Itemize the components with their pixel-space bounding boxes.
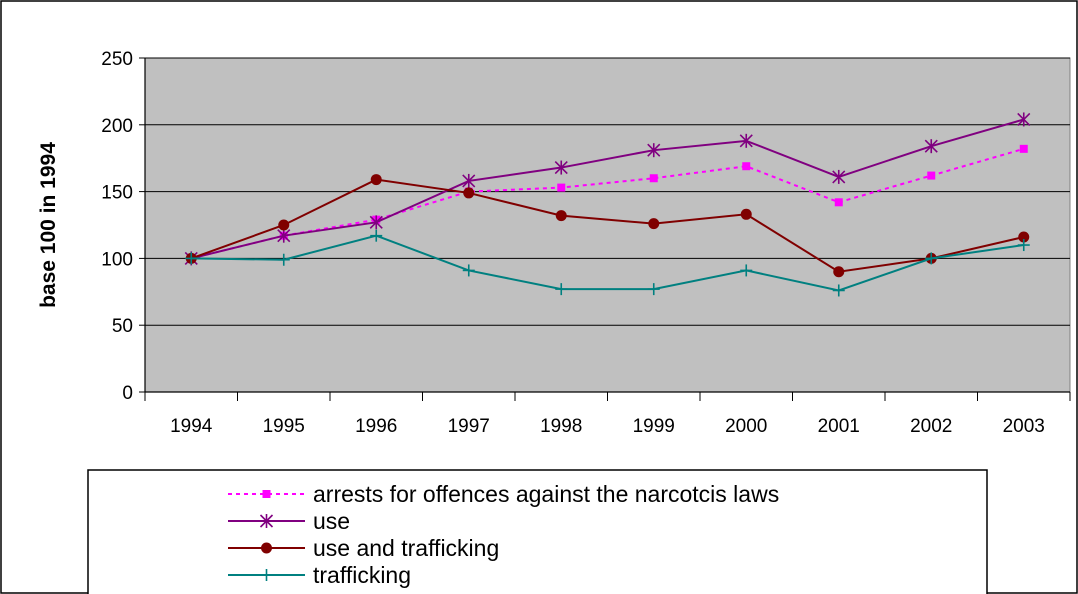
data-point: [463, 187, 475, 199]
legend-item: trafficking: [228, 562, 411, 588]
data-point: [278, 219, 290, 231]
legend-swatch-marker: [261, 542, 272, 554]
data-point: [927, 171, 936, 180]
y-tick-label: 250: [101, 49, 133, 70]
data-point: [1019, 144, 1028, 153]
data-point: [554, 160, 568, 175]
y-tick-label: 50: [112, 316, 133, 337]
y-axis-ticks: 0 50 100 150 200 250: [101, 49, 145, 404]
x-tick-label: 1994: [170, 416, 213, 437]
data-point: [370, 174, 382, 186]
x-axis-ticks: 1994 1995 1996 1997 1998 1999 2000 2001 2002 2003: [144, 392, 1071, 437]
data-point: [925, 252, 938, 265]
y-tick-label: 150: [101, 183, 133, 204]
data-point: [185, 252, 198, 265]
data-point: [369, 215, 383, 230]
series-4: [185, 229, 1030, 297]
data-point: [555, 210, 567, 222]
data-point: [740, 208, 752, 220]
data-point: [277, 253, 290, 266]
y-tick-label: 200: [101, 116, 133, 137]
plot-area: [144, 57, 1071, 393]
legend-item: use: [228, 508, 350, 534]
legend-label: use: [313, 508, 350, 534]
x-tick-label: 2000: [725, 416, 767, 437]
data-point: [647, 143, 661, 158]
x-tick-label: 1996: [355, 416, 397, 437]
y-axis-title: base 100 in 1994: [37, 142, 60, 308]
x-tick-label: 2001: [818, 416, 860, 437]
gridlines: [145, 57, 1070, 326]
data-point: [1017, 239, 1030, 252]
data-point: [648, 218, 660, 230]
x-tick-label: 1995: [263, 416, 305, 437]
data-point: [555, 283, 568, 296]
series-3: [185, 174, 1030, 278]
data-point: [370, 229, 383, 242]
series-2: [184, 112, 1031, 266]
data-point: [462, 173, 476, 188]
legend-label: arrests for offences against the narcotc…: [313, 481, 779, 507]
series-line: [191, 147, 1025, 260]
legend-swatch-marker: [260, 569, 273, 581]
series-line: [190, 178, 1024, 273]
legend: arrests for offences against the narcotc…: [228, 481, 779, 588]
series-layer: [184, 112, 1031, 297]
series-line: [191, 234, 1024, 292]
data-point: [649, 174, 658, 183]
data-point: [832, 284, 845, 297]
y-tick-label: 0: [122, 383, 133, 404]
x-tick-label: 1997: [448, 416, 490, 437]
data-point: [1017, 112, 1031, 127]
legend-box: [87, 469, 988, 594]
data-point: [1018, 231, 1030, 243]
x-tick-label: 2003: [1003, 416, 1045, 437]
data-point: [833, 266, 845, 278]
data-point: [557, 183, 566, 192]
data-point: [834, 198, 843, 207]
legend-swatch-marker: [262, 490, 271, 498]
series-line: [191, 118, 1025, 260]
legend-item: arrests for offences against the narcotc…: [228, 481, 779, 507]
data-point: [462, 264, 475, 277]
data-point: [739, 133, 753, 148]
legend-item: use and trafficking: [228, 535, 499, 561]
x-tick-label: 2002: [910, 416, 952, 437]
data-point: [742, 162, 751, 171]
data-point: [740, 264, 753, 277]
x-tick-label: 1999: [633, 416, 675, 437]
data-point: [647, 283, 660, 296]
x-tick-label: 1998: [540, 416, 582, 437]
legend-label: use and trafficking: [313, 535, 499, 561]
data-point: [924, 139, 938, 154]
data-point: [277, 228, 291, 243]
data-point: [832, 169, 846, 184]
legend-label: trafficking: [313, 562, 411, 588]
legend-swatch-marker: [259, 514, 274, 528]
y-tick-label: 100: [101, 249, 133, 270]
